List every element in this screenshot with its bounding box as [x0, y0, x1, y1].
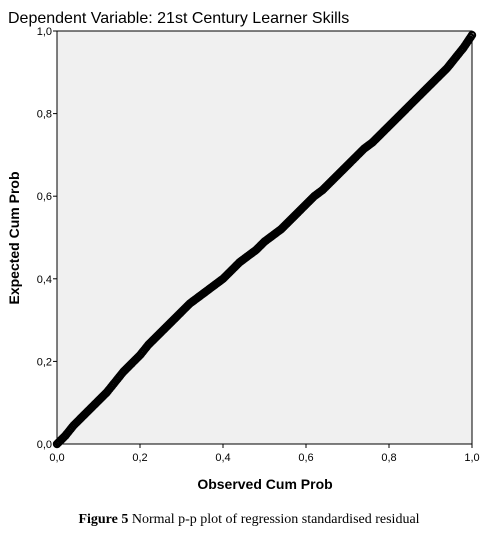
y-axis: 0,0 0,2 0,4 0,6 0,8 1,0 [37, 26, 57, 451]
y-tick-label: 0,6 [37, 191, 52, 203]
figure-label: Figure 5 [78, 512, 129, 527]
figure-caption-text: Normal p-p plot of regression standardis… [128, 512, 420, 527]
x-tick-label: 0,0 [49, 452, 64, 464]
x-tick-label: 1,0 [464, 452, 479, 464]
figure-caption: Figure 5 Normal p-p plot of regression s… [0, 512, 498, 528]
x-tick-label: 0,6 [298, 452, 313, 464]
y-axis-label: Expected Cum Prob [6, 171, 22, 304]
data-point [467, 30, 477, 40]
x-tick-label: 0,2 [132, 452, 147, 464]
y-tick-label: 0,2 [37, 356, 52, 368]
x-tick-label: 0,4 [215, 452, 230, 464]
data-points [52, 30, 477, 449]
y-tick-label: 0,4 [37, 274, 52, 286]
x-tick-label: 0,8 [381, 452, 396, 464]
y-tick-label: 0,8 [37, 109, 52, 121]
chart-title: Dependent Variable: 21st Century Learner… [8, 10, 349, 27]
y-tick-label: 0,0 [37, 439, 52, 451]
x-axis-label: Observed Cum Prob [197, 476, 332, 492]
y-tick-label: 1,0 [37, 26, 52, 38]
x-axis: 0,0 0,2 0,4 0,6 0,8 1,0 [49, 444, 480, 464]
